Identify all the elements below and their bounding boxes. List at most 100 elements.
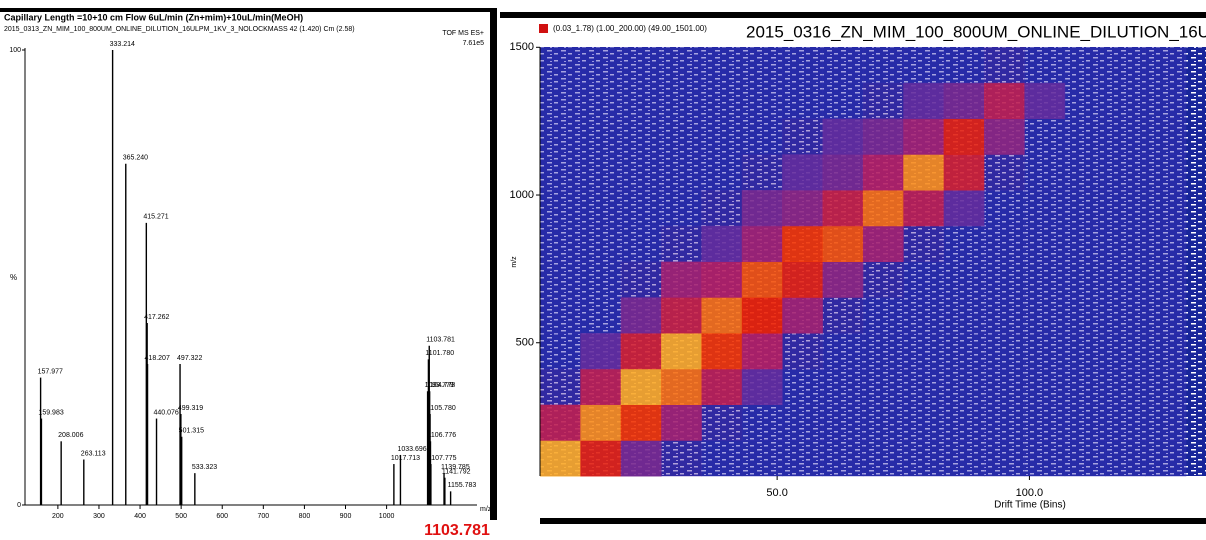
- drift-title: 2015_0316_ZN_MIM_100_800UM_ONLINE_DILUTI…: [746, 22, 1206, 41]
- peak-label: 1017.713: [391, 455, 420, 462]
- heat-cell: [1024, 82, 1066, 119]
- heat-cell: [701, 118, 743, 155]
- heat-cell: [540, 368, 581, 405]
- heat-cell: [1024, 404, 1066, 441]
- heat-cell: [1024, 154, 1066, 191]
- heat-cell: [540, 404, 581, 441]
- heat-cell: [984, 47, 1025, 84]
- heat-cell: [1105, 297, 1146, 334]
- peak-label: 415.271: [143, 214, 168, 221]
- legend-swatch: [539, 24, 548, 33]
- x-tick-label: 800: [299, 513, 311, 520]
- heat-cell: [1105, 440, 1146, 477]
- heat-cell: [822, 297, 864, 334]
- heat-cell: [862, 118, 904, 155]
- x-tick-label: 200: [52, 513, 64, 520]
- heat-cell: [540, 440, 581, 477]
- heat-cell: [862, 440, 904, 477]
- heat-cell: [661, 404, 702, 441]
- heat-cell: [903, 261, 945, 298]
- heat-cell: [701, 190, 743, 227]
- heat-cell: [1145, 333, 1187, 370]
- heat-cell: [1145, 368, 1187, 405]
- peak-label: 1139.785: [441, 464, 470, 471]
- heat-cell: [1064, 333, 1106, 370]
- heat-cell: [701, 47, 743, 84]
- heat-cell: [903, 440, 945, 477]
- heat-cell: [862, 47, 904, 84]
- heat-cell: [741, 118, 783, 155]
- heat-cell: [1064, 154, 1106, 191]
- heat-cell: [741, 225, 783, 262]
- heat-cell: [943, 261, 985, 298]
- heat-cell: [903, 82, 945, 119]
- peak-label: 263.113: [81, 450, 106, 457]
- heat-cell: [862, 261, 904, 298]
- heat-cell: [701, 297, 743, 334]
- heat-cell: [782, 333, 824, 370]
- x-tick-label: 600: [216, 513, 228, 520]
- heat-cell: [1064, 190, 1106, 227]
- frame-top: [0, 8, 497, 12]
- heat-cell: [943, 297, 985, 334]
- heat-cell: [943, 47, 985, 84]
- y-axis-label: %: [10, 273, 17, 282]
- peak-label: 1099.779: [425, 382, 454, 389]
- peak-label: 365.240: [123, 155, 148, 162]
- heat-cell: [701, 440, 743, 477]
- heat-cell: [1064, 82, 1106, 119]
- heat-cell: [903, 190, 945, 227]
- y-tick-label: 500: [516, 337, 534, 349]
- heat-cell: [741, 333, 783, 370]
- heat-cell: [1145, 190, 1187, 227]
- heat-cell: [540, 118, 581, 155]
- heat-cell: [822, 404, 864, 441]
- heat-cell: [701, 368, 743, 405]
- heat-cell: [984, 118, 1025, 155]
- heat-cell: [822, 368, 864, 405]
- heat-cell: [782, 47, 824, 84]
- peak-label: 1107.775: [428, 455, 457, 462]
- heat-cell: [903, 297, 945, 334]
- annotation: TOF MS ES+: [442, 30, 484, 37]
- heat-cell: [1064, 368, 1106, 405]
- heat-cell: [701, 225, 743, 262]
- heat-cell: [984, 404, 1025, 441]
- heat-cell: [822, 47, 864, 84]
- heat-cell: [1064, 47, 1106, 84]
- heat-cell: [1105, 118, 1146, 155]
- drift-panel: (0.03_1.78) (1.00_200.00) (49.00_1501.00…: [500, 12, 1206, 524]
- heat-cell: [862, 368, 904, 405]
- heat-cell: [822, 261, 864, 298]
- heat-cell: [741, 82, 783, 119]
- spectrum-title: Capillary Length =10+10 cm Flow 6uL/min …: [4, 12, 303, 22]
- heat-cell: [741, 368, 783, 405]
- heat-cell: [701, 404, 743, 441]
- heat-cell: [1024, 297, 1066, 334]
- heat-cell: [620, 440, 662, 477]
- x-tick-label: 700: [257, 513, 269, 520]
- heat-cell: [782, 225, 824, 262]
- heat-cell: [620, 190, 662, 227]
- heat-cell: [1024, 190, 1066, 227]
- peak-label: 533.323: [192, 464, 217, 471]
- heat-cell: [620, 82, 662, 119]
- heat-cell: [782, 154, 824, 191]
- peak-label: 157.977: [38, 368, 63, 375]
- heat-cell: [984, 190, 1025, 227]
- peak-label: 1105.780: [427, 405, 456, 412]
- heat-cell: [620, 404, 662, 441]
- heat-cell: [903, 225, 945, 262]
- heat-cell: [580, 154, 622, 191]
- heat-cell: [822, 154, 864, 191]
- heat-cell: [661, 225, 702, 262]
- heat-cell: [782, 190, 824, 227]
- heat-cell: [984, 82, 1025, 119]
- heat-cell: [580, 47, 622, 84]
- x-tick-label: 900: [340, 513, 352, 520]
- frame-right: [490, 8, 497, 520]
- x-tick-label: 100.0: [1016, 487, 1044, 499]
- heat-cell: [661, 261, 702, 298]
- heat-cell: [1105, 261, 1146, 298]
- heat-cell: [903, 47, 945, 84]
